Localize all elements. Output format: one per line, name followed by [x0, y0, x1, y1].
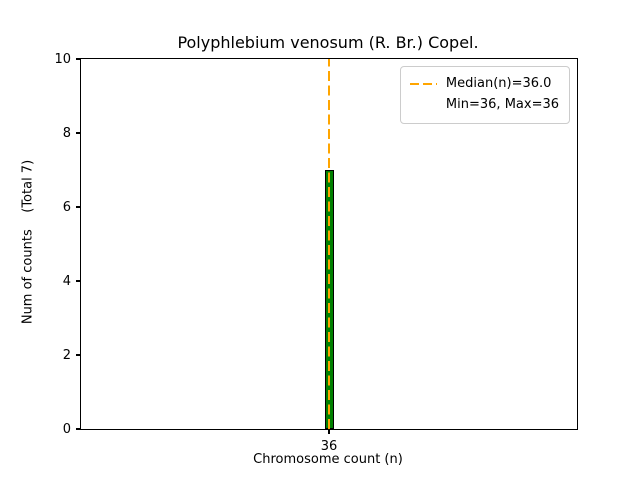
x-axis-label: Chromosome count (n)	[253, 452, 403, 467]
y-tick-label: 4	[62, 274, 71, 289]
y-tick-mark	[76, 132, 80, 134]
legend-swatch-empty	[410, 104, 437, 106]
y-tick-label: 2	[62, 348, 71, 363]
y-tick-mark	[76, 206, 80, 208]
chart-title: Polyphlebium venosum (R. Br.) Copel.	[177, 33, 479, 52]
y-tick-label: 0	[62, 422, 71, 437]
median-line	[328, 59, 330, 429]
y-tick-label: 10	[54, 52, 71, 67]
legend-label-minmax: Min=36, Max=36	[445, 96, 559, 112]
median-dashed-line-swatch	[409, 83, 437, 86]
plot-area: Median(n)=36.0 Min=36, Max=36 0 2 4 6 8 10 36	[54, 52, 578, 454]
y-tick-mark	[76, 58, 80, 60]
x-tick-mark	[328, 430, 330, 434]
legend-item-median: Median(n)=36.0	[409, 74, 559, 95]
y-tick-label: 6	[62, 200, 71, 215]
legend: Median(n)=36.0 Min=36, Max=36	[399, 66, 570, 124]
y-tick-label: 8	[62, 126, 71, 141]
legend-label-median: Median(n)=36.0	[445, 76, 552, 91]
y-tick-mark	[76, 280, 80, 282]
x-tick-label: 36	[320, 439, 338, 454]
legend-item-minmax: Min=36, Max=36	[410, 95, 559, 116]
y-axis-label: Num of counts (Total 7)	[20, 159, 36, 325]
y-tick-mark	[76, 354, 80, 356]
y-tick-mark	[76, 428, 80, 430]
